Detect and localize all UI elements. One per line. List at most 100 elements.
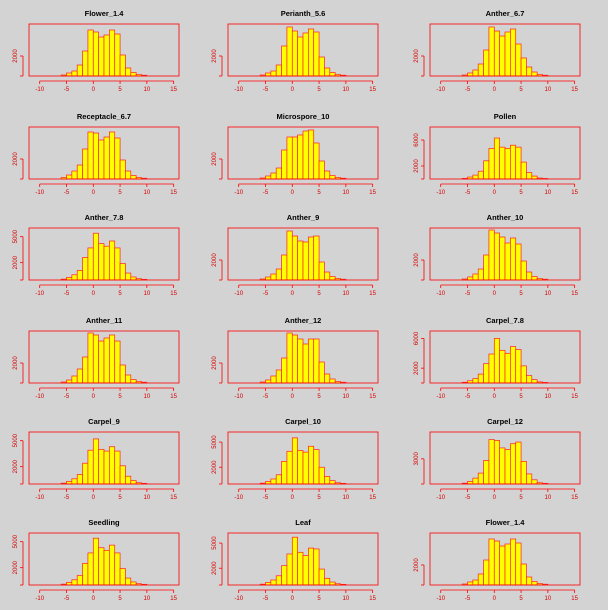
x-tick-label: 15 bbox=[170, 394, 177, 400]
histogram-bar bbox=[130, 276, 137, 281]
histogram-bar bbox=[313, 338, 320, 384]
x-tick-label: 0 bbox=[291, 596, 295, 602]
histogram-bar bbox=[87, 131, 94, 180]
histogram-bar bbox=[119, 159, 126, 180]
plot-frame bbox=[227, 227, 379, 281]
histogram-bar bbox=[504, 352, 511, 384]
panel-title: Microspore_10 bbox=[277, 112, 330, 121]
y-tick-label: 2000 bbox=[212, 460, 218, 474]
x-tick-label: -10 bbox=[436, 190, 445, 196]
histogram-bar bbox=[109, 240, 116, 281]
histogram-bar bbox=[488, 439, 495, 485]
histogram-bar bbox=[510, 144, 517, 180]
y-tick-label: 5000 bbox=[13, 534, 19, 548]
histogram-bar bbox=[472, 174, 479, 180]
histogram-bar bbox=[493, 540, 501, 586]
histogram-bar bbox=[281, 461, 288, 485]
x-tick-label: 10 bbox=[343, 291, 350, 297]
x-tick-label: -5 bbox=[263, 291, 269, 297]
y-tick-label: 2000 bbox=[13, 152, 19, 166]
histogram-panel: Carpel_7.8 -10 -5 0 5 10 15 2000 6000 bbox=[414, 316, 581, 400]
histogram-bar bbox=[324, 170, 331, 180]
histogram-bar bbox=[125, 374, 132, 384]
histogram-bar bbox=[130, 581, 137, 586]
histogram-bar bbox=[82, 257, 89, 281]
histogram-bar bbox=[92, 232, 100, 281]
panel-title: Flower_1.4 bbox=[85, 9, 125, 18]
panel-title: Leaf bbox=[295, 518, 311, 527]
histogram-bar bbox=[125, 170, 132, 180]
x-tick-label: 10 bbox=[343, 190, 350, 196]
histogram-bar bbox=[302, 555, 309, 586]
histogram-bar bbox=[504, 148, 511, 180]
y-tick-label: 2000 bbox=[414, 253, 420, 267]
x-tick-label: -5 bbox=[263, 87, 269, 93]
x-tick-label: 5 bbox=[317, 190, 321, 196]
x-tick-label: 10 bbox=[144, 190, 151, 196]
x-tick-label: 15 bbox=[369, 87, 376, 93]
histogram-bar bbox=[291, 334, 299, 384]
histogram-bar bbox=[477, 63, 484, 77]
histogram-bar bbox=[324, 67, 331, 77]
x-tick-label: 5 bbox=[317, 394, 321, 400]
x-tick-label: -10 bbox=[35, 596, 44, 602]
histogram-bar bbox=[270, 273, 277, 281]
histogram-bar bbox=[472, 69, 479, 77]
histogram-bar bbox=[76, 64, 83, 77]
x-tick-label: 10 bbox=[545, 495, 552, 501]
x-tick-label: 0 bbox=[92, 190, 96, 196]
x-tick-label: -10 bbox=[234, 87, 243, 93]
y-tick-label: 2000 bbox=[414, 361, 420, 375]
x-tick-label: 0 bbox=[291, 291, 295, 297]
histogram-bar bbox=[515, 441, 522, 485]
histogram-panel: Anther_10 -10 -5 0 5 10 15 2000 bbox=[414, 213, 581, 297]
x-tick-label: -10 bbox=[35, 291, 44, 297]
y-tick-label: 2000 bbox=[414, 49, 420, 63]
histogram-panel: Carpel_10 -10 -5 0 5 10 15 2000 5000 bbox=[212, 417, 379, 501]
histogram-bar bbox=[313, 142, 320, 180]
x-tick-label: -5 bbox=[465, 596, 471, 602]
histogram-bar bbox=[520, 161, 527, 180]
histogram-bar bbox=[472, 477, 479, 485]
histogram-bar bbox=[98, 243, 105, 281]
histogram-bar bbox=[130, 175, 137, 180]
x-tick-label: 15 bbox=[170, 87, 177, 93]
histogram-bar bbox=[302, 241, 309, 281]
histogram-bar bbox=[302, 130, 309, 180]
histogram-bar bbox=[329, 581, 336, 586]
histogram-bar bbox=[275, 369, 282, 384]
x-tick-label: -10 bbox=[234, 596, 243, 602]
y-tick-label: 2000 bbox=[13, 560, 19, 574]
histogram-bar bbox=[318, 160, 325, 180]
histogram-bar bbox=[82, 462, 89, 485]
histogram-bar bbox=[103, 337, 110, 384]
x-tick-label: 0 bbox=[493, 394, 497, 400]
histogram-bar bbox=[98, 448, 105, 485]
histogram-panel: Anther_11 -10 -5 0 5 10 15 2000 bbox=[13, 316, 180, 400]
histogram-bar bbox=[302, 32, 309, 77]
y-tick-label: 6000 bbox=[414, 133, 420, 147]
plot-frame bbox=[28, 227, 180, 281]
histogram-bar bbox=[291, 136, 299, 180]
histogram-bar bbox=[531, 175, 538, 180]
histogram-bar bbox=[531, 479, 538, 485]
histogram-bar bbox=[520, 563, 527, 586]
x-tick-label: 0 bbox=[291, 495, 295, 501]
histogram-bar bbox=[66, 174, 73, 180]
histogram-bar bbox=[286, 450, 293, 485]
panel-title: Carpel_7.8 bbox=[486, 316, 524, 325]
histogram-bar bbox=[329, 276, 336, 281]
histogram-bar bbox=[329, 175, 336, 180]
x-tick-label: 5 bbox=[519, 495, 523, 501]
histogram-bar bbox=[275, 575, 282, 586]
histogram-bar bbox=[510, 237, 517, 281]
x-tick-label: 5 bbox=[519, 190, 523, 196]
histogram-bar bbox=[270, 579, 277, 586]
x-tick-label: 5 bbox=[118, 596, 122, 602]
histogram-bar bbox=[82, 562, 89, 586]
x-tick-label: 15 bbox=[170, 291, 177, 297]
histogram-bar bbox=[483, 559, 490, 586]
histogram-bar bbox=[109, 446, 116, 485]
histogram-bar bbox=[499, 35, 506, 77]
x-tick-label: 0 bbox=[493, 291, 497, 297]
